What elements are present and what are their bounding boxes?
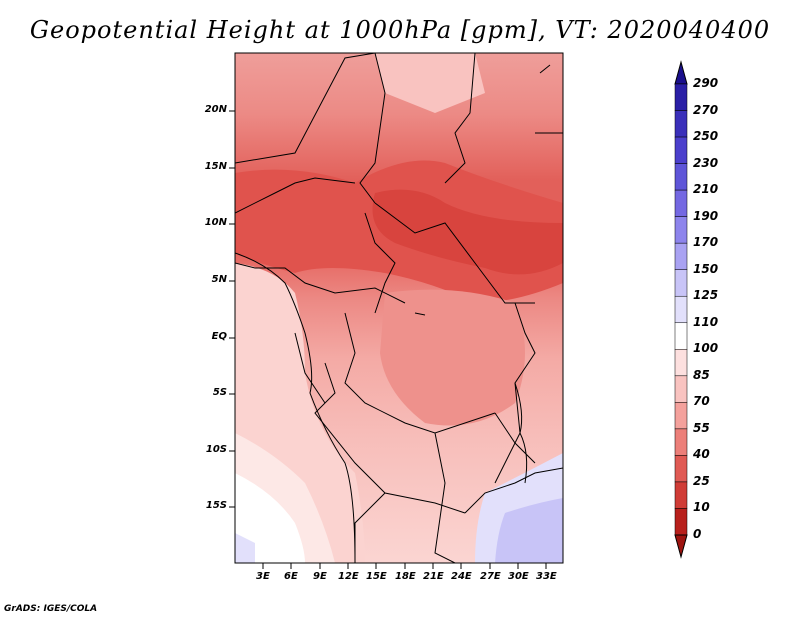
colorbar-segment: [674, 83, 688, 111]
colorbar-segment: [674, 163, 688, 191]
colorbar-bottom-arrow: [674, 534, 688, 559]
colorbar-segment: [674, 136, 688, 164]
colorbar-segment: [674, 481, 688, 509]
colorbar-segment: [674, 295, 688, 324]
colorbar-label: 290: [693, 76, 719, 90]
lat-label: 5N: [211, 274, 227, 285]
lon-label: 6E: [284, 571, 298, 582]
colorbar-label: 85: [693, 367, 710, 382]
colorbar-label: 10: [693, 500, 710, 515]
colorbar-label: 0: [693, 527, 702, 541]
lon-label: 9E: [313, 571, 327, 582]
colorbar-segment: [674, 428, 688, 456]
colorbar-label: 70: [693, 394, 710, 409]
lat-label: 10S: [205, 444, 227, 455]
lon-label: 12E: [338, 571, 359, 582]
colorbar-segment: [674, 402, 688, 430]
colorbar-label: 230: [693, 155, 719, 170]
lat-label: 15N: [204, 161, 227, 172]
colorbar-top-arrow: [674, 60, 688, 85]
colorbar-label: 100: [693, 341, 719, 356]
colorbar-segment: [674, 375, 688, 403]
colorbar-segment: [674, 189, 688, 217]
lon-label: 18E: [395, 571, 416, 582]
lon-label: 21E: [423, 571, 444, 582]
colorbar-segment: [674, 349, 688, 377]
colorbar-label: 55: [693, 420, 710, 435]
lat-label: 10N: [204, 217, 227, 228]
lat-label: 5S: [212, 387, 227, 398]
colorbar-segment: [674, 216, 688, 244]
colorbar-label: 250: [693, 129, 719, 144]
lat-label: EQ: [211, 331, 227, 342]
colorbar-label: 25: [693, 473, 710, 488]
colorbar-label: 190: [693, 208, 719, 223]
colorbar-label: 110: [693, 314, 719, 329]
colorbar-label: 170: [693, 235, 719, 250]
lon-label: 24E: [451, 571, 472, 582]
lat-label: 20N: [204, 104, 227, 115]
colorbar-label: 150: [693, 261, 719, 276]
credit-text: GrADS: IGES/COLA: [4, 604, 98, 614]
colorbar-segment: [674, 242, 688, 270]
colorbar-segment: [674, 508, 688, 536]
lon-label: 27E: [480, 571, 501, 582]
lon-label: 33E: [536, 571, 557, 582]
colorbar-label: 40: [693, 447, 710, 462]
colorbar-segment: [674, 455, 688, 483]
lon-label: 30E: [508, 571, 529, 582]
geopotential-field: [235, 53, 563, 563]
colorbar-segment: [674, 322, 688, 350]
colorbar-label: 270: [693, 102, 719, 117]
lat-label: 15S: [205, 500, 227, 511]
colorbar-segment: [674, 269, 688, 297]
chart-title: Geopotential Height at 1000hPa [gpm], VT…: [29, 16, 771, 44]
colorbar-segment: [674, 110, 688, 138]
lon-label: 3E: [256, 571, 270, 582]
map-plot: [235, 53, 563, 563]
lon-label: 15E: [366, 571, 387, 582]
colorbar-label: 125: [693, 288, 719, 303]
colorbar-label: 210: [693, 182, 719, 197]
